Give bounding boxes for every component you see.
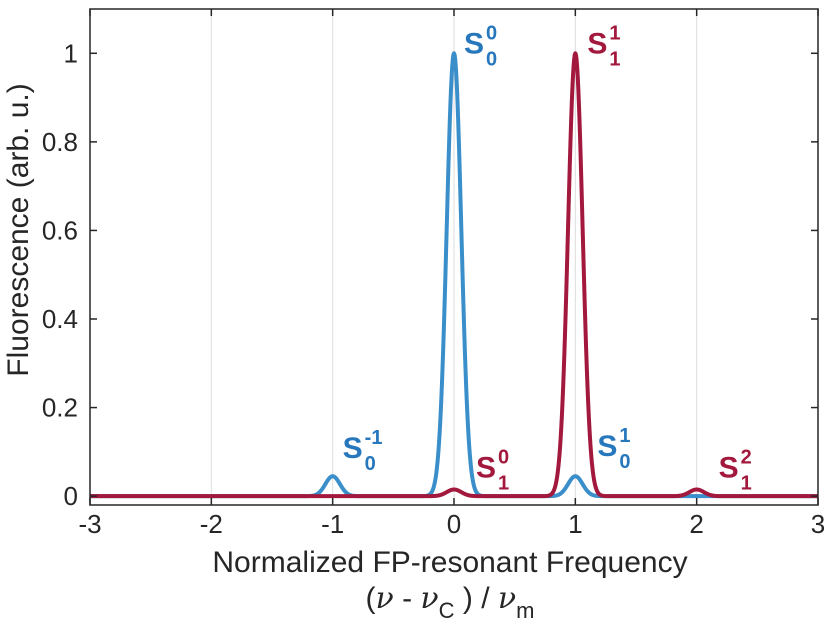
peak-label-base: S — [464, 27, 484, 60]
peak-label-base: S — [343, 432, 363, 465]
peak-label-sub: 1 — [609, 48, 620, 70]
peak-label-sub: 0 — [619, 451, 630, 473]
series-line-1 — [88, 51, 820, 499]
peak-label-0: S -1 0 — [343, 427, 383, 475]
peak-label-sup: 2 — [741, 447, 752, 469]
x-tick-label: 1 — [568, 509, 582, 539]
y-tick-label: 0 — [64, 481, 78, 511]
peak-label-2: S 0 1 — [476, 447, 509, 495]
peak-label-sup: 1 — [619, 425, 630, 447]
peak-label-sub: 0 — [486, 48, 497, 70]
y-tick-label: 0.8 — [42, 127, 78, 157]
y-tick-label: 0.6 — [42, 215, 78, 245]
peak-label-sup: 1 — [609, 22, 620, 44]
peak-label-base: S — [719, 452, 739, 485]
peak-label-sub: 0 — [365, 453, 376, 475]
peak-label-sup: 0 — [486, 22, 497, 44]
x-tick-label: -1 — [321, 509, 344, 539]
grid-lines — [210, 9, 698, 505]
peak-label-1: S 0 0 — [464, 22, 497, 70]
x-tick-label: 3 — [811, 509, 825, 539]
peak-label-base: S — [476, 452, 496, 485]
peak-label-3: S 1 1 — [587, 22, 620, 70]
peak-label-4: S 1 0 — [597, 425, 630, 473]
y-tick-label: 0.4 — [42, 304, 78, 334]
y-tick-label: 1 — [64, 38, 78, 68]
y-tick-label: 0.2 — [42, 393, 78, 423]
x-tick-label: 0 — [447, 509, 461, 539]
peak-label-sub: 1 — [741, 473, 752, 495]
peak-label-5: S 2 1 — [719, 447, 752, 495]
axis-ticks: -3 -2 -1 0 1 2 3 0 0.2 0.4 0.6 0.8 1 — [42, 9, 825, 539]
x-tick-label: -2 — [200, 509, 223, 539]
peak-label-base: S — [597, 430, 617, 463]
peak-label-sub: 1 — [498, 473, 509, 495]
x-tick-label: 2 — [689, 509, 703, 539]
x-axis-formula: (ν - νC ) / νm — [366, 581, 535, 623]
peak-label-sup: -1 — [365, 427, 383, 449]
peak-label-sup: 0 — [498, 447, 509, 469]
y-axis-label: Fluorescence (arb. u.) — [2, 83, 35, 376]
peak-label-base: S — [587, 27, 607, 60]
x-axis-label: Normalized FP-resonant Frequency — [212, 546, 687, 579]
x-tick-label: -3 — [78, 509, 101, 539]
series-lines — [88, 51, 820, 499]
peak-annotations: S -10S 00S 01S 11S 10 S 21 — [343, 22, 752, 494]
